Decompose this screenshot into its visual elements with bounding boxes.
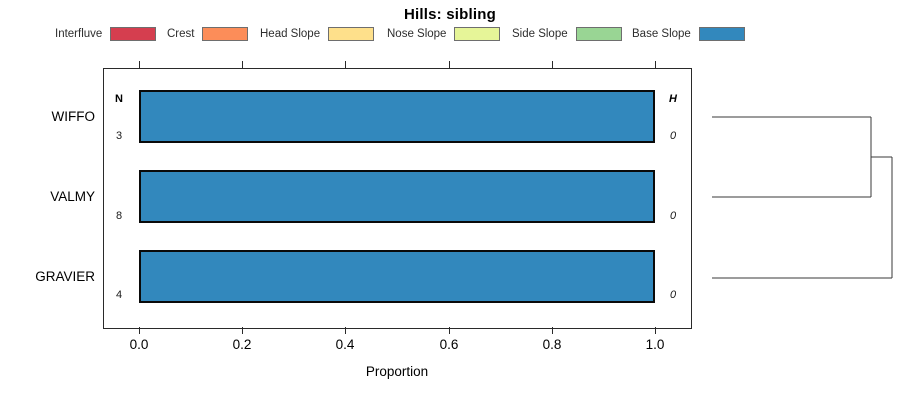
x-axis-title: Proportion [365,364,429,379]
legend-label: Nose Slope [387,28,447,40]
h-value-gravier: 0 [669,289,677,301]
legend-swatch-interfluve [110,27,157,41]
x-tick-label: 0.6 [439,337,459,352]
bar-valmy [139,170,655,223]
legend-item-head-slope: Head Slope [260,26,375,42]
x-tick-label: 1.0 [645,337,665,352]
legend-label: Base Slope [632,28,691,40]
row-label-gravier: GRAVIER [35,269,95,284]
legend-swatch-crest [202,27,249,41]
axis-tick [345,327,346,334]
n-value-valmy: 8 [115,210,123,222]
x-tick-label: 0.0 [129,337,149,352]
bar-wiffo [139,90,655,143]
chart-title: Hills: sibling [404,6,496,23]
axis-tick [242,61,243,68]
h-column-header: H [669,93,677,105]
legend-swatch-head-slope [328,27,375,41]
legend-item-nose-slope: Nose Slope [387,26,501,42]
axis-tick [345,61,346,68]
axis-tick [655,61,656,68]
axis-tick [139,61,140,68]
legend-label: Interfluve [55,28,103,40]
n-column-header: N [115,93,123,105]
plot-panel [103,68,692,329]
legend-item-side-slope: Side Slope [512,26,622,42]
axis-tick [139,327,140,334]
x-tick-label: 0.4 [335,337,355,352]
n-value-wiffo: 3 [115,130,123,142]
row-label-valmy: VALMY [50,189,95,204]
n-value-gravier: 4 [115,289,123,301]
row-label-wiffo: WIFFO [51,109,96,124]
legend-swatch-base-slope [698,27,745,41]
x-tick-label: 0.8 [542,337,562,352]
axis-tick [552,327,553,334]
legend-swatch-side-slope [575,27,622,41]
bar-gravier [139,250,655,303]
axis-tick [552,61,553,68]
legend-item-base-slope: Base Slope [632,26,745,42]
legend-label: Side Slope [512,28,568,40]
legend-item-crest: Crest [167,26,249,42]
axis-tick [449,327,450,334]
legend-swatch-nose-slope [454,27,501,41]
axis-tick [655,327,656,334]
legend-label: Head Slope [260,28,321,40]
h-value-wiffo: 0 [669,130,677,142]
axis-tick [449,61,450,68]
legend-label: Crest [167,28,195,40]
legend-item-interfluve: Interfluve [55,26,157,42]
axis-tick [242,327,243,334]
h-value-valmy: 0 [669,210,677,222]
x-tick-label: 0.2 [232,337,252,352]
